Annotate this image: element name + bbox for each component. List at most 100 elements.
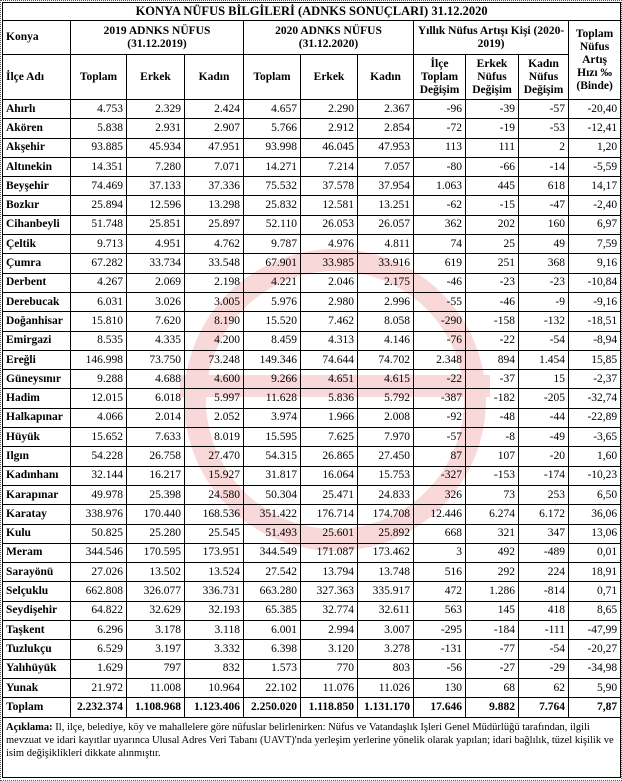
cell-value: 93.885: [70, 137, 127, 158]
cell-value: -295: [413, 620, 466, 641]
cell-value: 3.026: [126, 291, 185, 313]
cell-value: 321: [465, 523, 519, 544]
cell-value: 2.052: [184, 407, 244, 429]
cell-value: 3: [413, 542, 466, 564]
district-name: Derebucak: [2, 291, 71, 313]
district-name: Ereğli: [2, 349, 71, 371]
cell-value: 326.077: [126, 581, 185, 602]
cell-value: 2.014: [126, 407, 185, 429]
district-name: Emirgazi: [2, 330, 71, 351]
cell-value: 25: [465, 234, 519, 255]
cell-value: 18,91: [567, 562, 622, 583]
cell-value: 67.901: [243, 253, 301, 274]
cell-value: -32,74: [567, 388, 622, 409]
cell-value: 894: [465, 349, 519, 371]
total-value: 1.118.850: [300, 697, 358, 719]
cell-value: 37.336: [184, 176, 244, 197]
cell-value: -23: [465, 272, 519, 293]
cell-value: 3.278: [357, 639, 414, 660]
cell-value: 37.954: [357, 176, 414, 197]
table-row: Akşehir 93.885 45.934 47.951 93.998 46.045 47.…: [2, 137, 622, 158]
cell-value: 21.972: [70, 677, 127, 699]
table-row: Kadınhanı 32.144 16.217 15.927 31.817 16.064 1…: [2, 465, 622, 486]
cell-value: 8.058: [357, 311, 414, 332]
cell-value: 6.296: [70, 620, 127, 641]
cell-value: 87: [413, 446, 466, 467]
cell-value: 2.424: [184, 98, 244, 120]
cell-value: 3.974: [243, 407, 301, 429]
cell-value: 7.620: [126, 311, 185, 332]
cell-value: -19: [465, 118, 519, 139]
cell-value: 563: [413, 600, 466, 622]
cell-value: 4.688: [126, 369, 185, 390]
cell-value: 618: [518, 176, 569, 197]
cell-value: 668: [413, 523, 466, 544]
district-name: Altınekin: [2, 156, 71, 178]
cell-value: 73.750: [126, 349, 185, 371]
cell-value: -96: [413, 98, 466, 120]
cell-value: 49: [518, 234, 569, 255]
cell-value: 9.713: [70, 234, 127, 255]
cell-value: 0,01: [567, 542, 622, 564]
total-row: Toplam 2.232.374 1.108.968 1.123.406 2.250.0…: [2, 697, 622, 719]
cell-value: 15.595: [243, 427, 301, 448]
cell-value: 145: [465, 600, 519, 622]
cell-value: -489: [518, 542, 569, 564]
cell-value: -72: [413, 118, 466, 139]
cell-value: 832: [184, 658, 244, 679]
cell-value: 37.133: [126, 176, 185, 197]
cell-value: 107: [465, 446, 519, 467]
cell-value: -184: [465, 620, 519, 641]
cell-value: -10,23: [567, 465, 622, 486]
district-name: Beyşehir: [2, 176, 71, 197]
cell-value: 4.753: [70, 98, 127, 120]
table-row: Cihanbeyli 51.748 25.851 25.897 52.110 26.053…: [2, 214, 622, 236]
table-row: Taşkent 6.296 3.178 3.118 6.001 2.994 3.007 -29…: [2, 620, 622, 641]
cell-value: 11.026: [357, 677, 414, 699]
table-row: Meram 344.546 170.595 173.951 344.549 171.087…: [2, 542, 622, 564]
cell-value: 5.836: [300, 388, 358, 409]
cell-value: -9,16: [567, 291, 622, 313]
cell-value: 31.817: [243, 465, 301, 486]
cell-value: 49.978: [70, 484, 127, 506]
cell-value: 344.549: [243, 542, 301, 564]
table-row: Akören 5.838 2.931 2.907 5.766 2.912 2.854 -72-…: [2, 118, 622, 139]
cell-value: 3.005: [184, 291, 244, 313]
cell-value: 13.502: [126, 562, 185, 583]
header-kadin-degisim: Kadın Nüfus Değişim: [518, 54, 569, 100]
cell-value: 5,90: [567, 677, 622, 699]
cell-value: 65.385: [243, 600, 301, 622]
cell-value: 74.702: [357, 349, 414, 371]
cell-value: -5,59: [567, 156, 622, 178]
total-label: Toplam: [2, 697, 71, 719]
cell-value: 2.348: [413, 349, 466, 371]
cell-value: 5.976: [243, 291, 301, 313]
cell-value: 173.951: [184, 542, 244, 564]
cell-value: 351.422: [243, 504, 301, 525]
cell-value: -46: [465, 291, 519, 313]
table-row: Yalıhüyük 1.629 797 832 1.573 770 803 -56 -27 -29…: [2, 658, 622, 679]
cell-value: -56: [413, 658, 466, 679]
cell-value: 4.600: [184, 369, 244, 390]
cell-value: 14.351: [70, 156, 127, 178]
cell-value: -44: [518, 407, 569, 429]
note-text: Il, ilçe, belediye, köy ve mahallelere g…: [6, 722, 614, 760]
cell-value: 4.762: [184, 234, 244, 255]
cell-value: 74.469: [70, 176, 127, 197]
cell-value: 335.917: [357, 581, 414, 602]
cell-value: 13.524: [184, 562, 244, 583]
cell-value: 13,06: [567, 523, 622, 544]
cell-value: 7.280: [126, 156, 185, 178]
district-name: Kadınhanı: [2, 465, 71, 486]
cell-value: 4.615: [357, 369, 414, 390]
district-name: Selçuklu: [2, 581, 71, 602]
cell-value: -20,40: [567, 98, 622, 120]
cell-value: 26.758: [126, 446, 185, 467]
cell-value: -29: [518, 658, 569, 679]
cell-value: -77: [465, 639, 519, 660]
cell-value: 9,16: [567, 253, 622, 274]
cell-value: -34,98: [567, 658, 622, 679]
cell-value: 4.951: [126, 234, 185, 255]
cell-value: 2.996: [357, 291, 414, 313]
table-row: Ereğli 146.998 73.750 73.248 149.346 74.644 74…: [2, 349, 622, 371]
